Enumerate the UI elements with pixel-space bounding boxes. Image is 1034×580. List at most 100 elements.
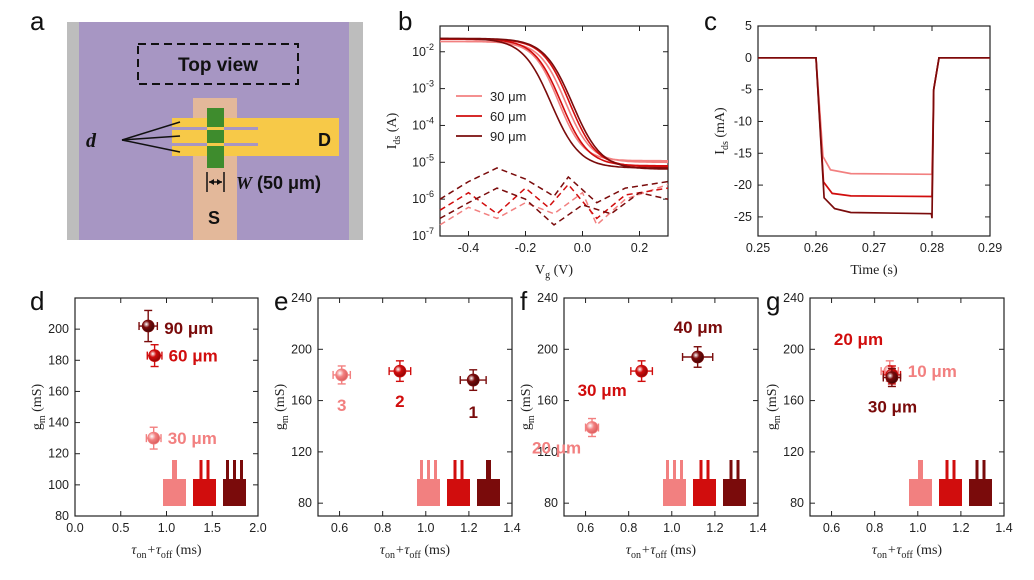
y-axis-label-d: gm (mS) bbox=[30, 384, 48, 431]
x-label-main: V bbox=[535, 263, 545, 278]
x-tick-label-e: 0.8 bbox=[374, 521, 391, 535]
device-icon-pad bbox=[417, 479, 440, 506]
device-icon-finger bbox=[680, 460, 683, 479]
transient-curve bbox=[758, 56, 990, 219]
y-tick-label-e: 160 bbox=[291, 394, 312, 408]
y-axis-label-f: gm (mS) bbox=[519, 384, 537, 431]
legend-label: 30 μm bbox=[490, 89, 526, 104]
x-tick-label-d: 0.5 bbox=[112, 521, 129, 535]
chart-e: 0.6 0.8 1.0 1.2 1.4 80 120 160 200 240 τon+τoff (m… bbox=[273, 291, 521, 561]
x-tick-label-b: -0.4 bbox=[458, 241, 480, 255]
device-icon-pad bbox=[909, 479, 932, 506]
y-tick-label-g: 120 bbox=[783, 445, 804, 459]
device-icon-pad bbox=[969, 479, 992, 506]
data-point bbox=[141, 319, 155, 333]
x-tick-label-c: 0.26 bbox=[804, 241, 828, 255]
plot-frame-b bbox=[439, 25, 669, 237]
y-tick-label-exp: -6 bbox=[426, 189, 434, 199]
w-value: (50 μm) bbox=[257, 173, 321, 193]
x-label-off: off bbox=[655, 550, 667, 561]
x-tick-label-d: 1.0 bbox=[158, 521, 175, 535]
y-tick-label-f: 160 bbox=[537, 394, 558, 408]
w-arrowhead-right bbox=[217, 179, 222, 185]
top-view-box bbox=[137, 43, 299, 85]
chart-f: 0.6 0.8 1.0 1.2 1.4 80 120 160 200 240 τon+τoff (m… bbox=[519, 291, 767, 561]
x-label-off: off bbox=[409, 550, 421, 561]
data-point bbox=[335, 368, 349, 382]
transfer-curve bbox=[440, 40, 668, 162]
d-pointer-1 bbox=[121, 121, 181, 141]
chart-c: 0.25 0.26 0.27 0.28 0.29 5 0 -5 -10 -15 -20 -25 Time… bbox=[713, 19, 1002, 278]
device-icon-finger bbox=[240, 460, 243, 479]
y-label-unit: (mS) bbox=[30, 384, 45, 416]
x-tick-label-c: 0.25 bbox=[746, 241, 770, 255]
x-label-tau2: +τ bbox=[641, 543, 656, 558]
transfer-curve bbox=[440, 37, 668, 169]
device-icon-finger bbox=[945, 460, 949, 479]
x-tick-label-g: 1.0 bbox=[909, 521, 926, 535]
plot-frame-f bbox=[563, 297, 759, 517]
x-tick-label-b: 0.2 bbox=[631, 241, 648, 255]
y-tick-label-e: 80 bbox=[298, 496, 312, 510]
y-axis-label-e: gm (mS) bbox=[273, 384, 291, 431]
device-icon-finger bbox=[172, 460, 177, 479]
y-tick-label-f: 200 bbox=[537, 342, 558, 356]
w-symbol: W bbox=[236, 173, 254, 193]
x-tick-label-d: 0.0 bbox=[66, 521, 83, 535]
device-icon-pad bbox=[447, 479, 470, 506]
y-tick-label-c: -5 bbox=[741, 83, 752, 97]
active-layer bbox=[207, 108, 224, 168]
device-icon-finger bbox=[453, 460, 457, 479]
transfer-curve bbox=[440, 37, 668, 170]
y-tick-label-c: 0 bbox=[745, 51, 752, 65]
y-tick-label-g: 160 bbox=[783, 394, 804, 408]
y-tick-label-b: 10-2 bbox=[412, 42, 434, 59]
x-tick-label-f: 1.4 bbox=[749, 521, 766, 535]
x-label-tau1: τ bbox=[380, 543, 386, 558]
y-axis-label-g: gm (mS) bbox=[765, 384, 783, 431]
x-label-tau1: τ bbox=[872, 543, 878, 558]
x-tick-label-g: 1.4 bbox=[995, 521, 1012, 535]
device-icon-finger bbox=[486, 460, 491, 479]
panel-label-g: g bbox=[766, 286, 780, 316]
y-tick-label-exp: -2 bbox=[426, 42, 434, 52]
y-tick-label-b: 10-5 bbox=[412, 152, 434, 169]
y-tick-label-base: 10 bbox=[412, 192, 426, 206]
device-icon-pad bbox=[223, 479, 246, 506]
x-tick-label-b: -0.2 bbox=[515, 241, 537, 255]
x-label-on: on bbox=[631, 550, 641, 561]
point-label: 90 μm bbox=[164, 319, 213, 338]
point-label: 20 μm bbox=[834, 330, 883, 349]
point-label: 20 μm bbox=[532, 439, 581, 458]
device-icon-pad bbox=[723, 479, 746, 506]
device-icon-finger bbox=[666, 460, 669, 479]
y-label-unit: (A) bbox=[385, 112, 400, 135]
x-tick-label-d: 1.5 bbox=[204, 521, 221, 535]
x-tick-label-f: 1.0 bbox=[663, 521, 680, 535]
point-label: 10 μm bbox=[908, 362, 957, 381]
y-tick-label-c: -25 bbox=[734, 210, 752, 224]
y-tick-label-e: 200 bbox=[291, 342, 312, 356]
y-tick-label-d: 160 bbox=[48, 384, 69, 398]
y-tick-label-exp: -3 bbox=[426, 79, 434, 89]
y-tick-label-e: 240 bbox=[291, 291, 312, 305]
chart-b: -0.4 -0.2 0.0 0.210-710-610-510-410-310-2Vg… bbox=[385, 25, 669, 281]
point-label: 60 μm bbox=[169, 347, 218, 366]
panel-label-e: e bbox=[274, 286, 288, 316]
x-tick-label-c: 0.27 bbox=[862, 241, 886, 255]
x-tick-label-f: 0.8 bbox=[620, 521, 637, 535]
x-label-sub: g bbox=[545, 270, 550, 281]
y-tick-label-d: 200 bbox=[48, 322, 69, 336]
y-label-sub: m bbox=[526, 415, 537, 423]
x-label-unit: (ms) bbox=[913, 543, 943, 558]
y-label-sub: m bbox=[37, 415, 48, 423]
y-label-main: g bbox=[765, 423, 780, 430]
x-tick-label-d: 2.0 bbox=[249, 521, 266, 535]
device-icon-finger bbox=[199, 460, 203, 479]
drain-label: D bbox=[318, 130, 331, 150]
x-tick-label-g: 1.2 bbox=[952, 521, 969, 535]
x-label-on: on bbox=[385, 550, 395, 561]
panel-label-a: a bbox=[30, 6, 45, 36]
device-icon-pad bbox=[193, 479, 216, 506]
